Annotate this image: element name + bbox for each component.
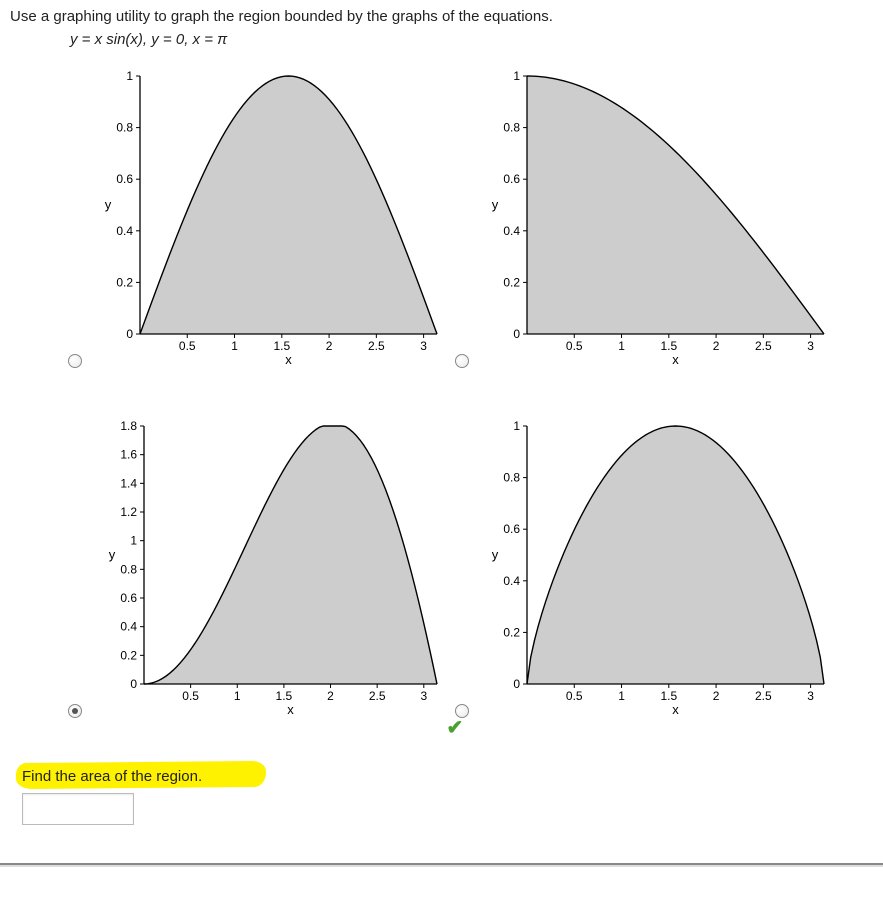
svg-text:0.6: 0.6 bbox=[503, 172, 520, 186]
svg-text:x: x bbox=[287, 702, 294, 717]
chart-B: 0 0.2 0.4 0.6 0.8 1 0.5 1 1.5 2 2.5 3 x y bbox=[487, 68, 832, 368]
radio-B[interactable] bbox=[455, 354, 469, 368]
svg-text:1.5: 1.5 bbox=[273, 339, 290, 353]
svg-text:0.4: 0.4 bbox=[120, 620, 137, 634]
chart-A: 0 0.2 0.4 0.6 0.8 1 0.5 1 1.5 2 2.5 3 x y bbox=[100, 68, 445, 368]
svg-text:0.5: 0.5 bbox=[565, 689, 582, 703]
svg-text:3: 3 bbox=[420, 339, 427, 353]
answer-input[interactable] bbox=[22, 793, 134, 825]
svg-text:0.2: 0.2 bbox=[120, 648, 137, 662]
svg-text:1.8: 1.8 bbox=[120, 419, 137, 433]
svg-text:1.5: 1.5 bbox=[276, 689, 293, 703]
svg-text:2.5: 2.5 bbox=[368, 339, 385, 353]
svg-text:0.8: 0.8 bbox=[116, 121, 133, 135]
svg-text:0.8: 0.8 bbox=[120, 562, 137, 576]
svg-text:x: x bbox=[672, 352, 679, 367]
svg-text:2: 2 bbox=[327, 689, 334, 703]
svg-text:3: 3 bbox=[807, 689, 814, 703]
option-B[interactable]: 0 0.2 0.4 0.6 0.8 1 0.5 1 1.5 2 2.5 3 x y bbox=[487, 68, 864, 368]
svg-text:1: 1 bbox=[513, 69, 520, 83]
svg-text:1: 1 bbox=[513, 419, 520, 433]
svg-text:0.5: 0.5 bbox=[182, 689, 199, 703]
svg-text:y: y bbox=[109, 547, 116, 562]
svg-text:1: 1 bbox=[618, 689, 625, 703]
svg-text:0.2: 0.2 bbox=[503, 275, 520, 289]
option-C[interactable]: 0 0.2 0.4 0.6 0.8 1 1.2 1.4 1.6 1.8 0.5 1 1.5 2 2.5 3 x y bbox=[100, 418, 477, 718]
svg-text:2: 2 bbox=[712, 689, 719, 703]
svg-text:1: 1 bbox=[231, 339, 238, 353]
svg-text:0.6: 0.6 bbox=[116, 172, 133, 186]
radio-A[interactable] bbox=[68, 354, 82, 368]
svg-text:0.8: 0.8 bbox=[503, 121, 520, 135]
svg-text:1: 1 bbox=[130, 534, 137, 548]
footer-divider bbox=[0, 863, 883, 867]
svg-text:1: 1 bbox=[234, 689, 241, 703]
svg-text:1: 1 bbox=[618, 339, 625, 353]
svg-text:2.5: 2.5 bbox=[755, 339, 772, 353]
svg-text:0.6: 0.6 bbox=[120, 591, 137, 605]
svg-text:1.5: 1.5 bbox=[660, 339, 677, 353]
svg-text:0.2: 0.2 bbox=[503, 625, 520, 639]
svg-text:1: 1 bbox=[126, 69, 133, 83]
check-icon: ✔ bbox=[447, 715, 464, 740]
svg-text:2: 2 bbox=[712, 339, 719, 353]
svg-text:1.5: 1.5 bbox=[660, 689, 677, 703]
svg-text:1.2: 1.2 bbox=[120, 505, 137, 519]
radio-C[interactable] bbox=[68, 704, 82, 718]
svg-text:0.5: 0.5 bbox=[179, 339, 196, 353]
svg-text:x: x bbox=[672, 702, 679, 717]
svg-text:0: 0 bbox=[513, 677, 520, 691]
svg-text:x: x bbox=[285, 352, 292, 367]
svg-text:3: 3 bbox=[420, 689, 427, 703]
svg-text:0.4: 0.4 bbox=[116, 224, 133, 238]
svg-text:0.6: 0.6 bbox=[503, 522, 520, 536]
svg-text:0.5: 0.5 bbox=[565, 339, 582, 353]
svg-text:0: 0 bbox=[513, 327, 520, 341]
svg-text:0.4: 0.4 bbox=[503, 224, 520, 238]
svg-text:y: y bbox=[491, 547, 498, 562]
svg-text:1.6: 1.6 bbox=[120, 448, 137, 462]
svg-text:0.4: 0.4 bbox=[503, 574, 520, 588]
option-D[interactable]: 00.20.40.60.810.511.522.53xy ✔ bbox=[487, 418, 864, 718]
svg-text:0: 0 bbox=[130, 677, 137, 691]
svg-text:2: 2 bbox=[326, 339, 333, 353]
svg-text:2.5: 2.5 bbox=[369, 689, 386, 703]
svg-text:y: y bbox=[105, 197, 112, 212]
svg-text:0.8: 0.8 bbox=[503, 471, 520, 485]
equation-text: y = x sin(x), y = 0, x = π bbox=[70, 31, 873, 48]
option-A[interactable]: 0 0.2 0.4 0.6 0.8 1 0.5 1 1.5 2 2.5 3 x y bbox=[100, 68, 477, 368]
svg-text:y: y bbox=[491, 197, 498, 212]
find-area-label: Find the area of the region. bbox=[10, 768, 873, 785]
svg-text:2.5: 2.5 bbox=[755, 689, 772, 703]
options-grid: 00.20.40.60.810.511.522.53xy 00.20.40.60… bbox=[100, 68, 863, 718]
chart-D: 0 0.2 0.4 0.6 0.8 1 0.5 1 1.5 2 2.5 3 x y bbox=[487, 418, 832, 718]
svg-text:0: 0 bbox=[126, 327, 133, 341]
svg-text:3: 3 bbox=[807, 339, 814, 353]
instruction-text: Use a graphing utility to graph the regi… bbox=[10, 8, 873, 25]
svg-text:0.2: 0.2 bbox=[116, 275, 133, 289]
svg-text:1.4: 1.4 bbox=[120, 476, 137, 490]
chart-C: 0 0.2 0.4 0.6 0.8 1 1.2 1.4 1.6 1.8 0.5 1 1.5 2 2.5 3 x y bbox=[100, 418, 445, 718]
